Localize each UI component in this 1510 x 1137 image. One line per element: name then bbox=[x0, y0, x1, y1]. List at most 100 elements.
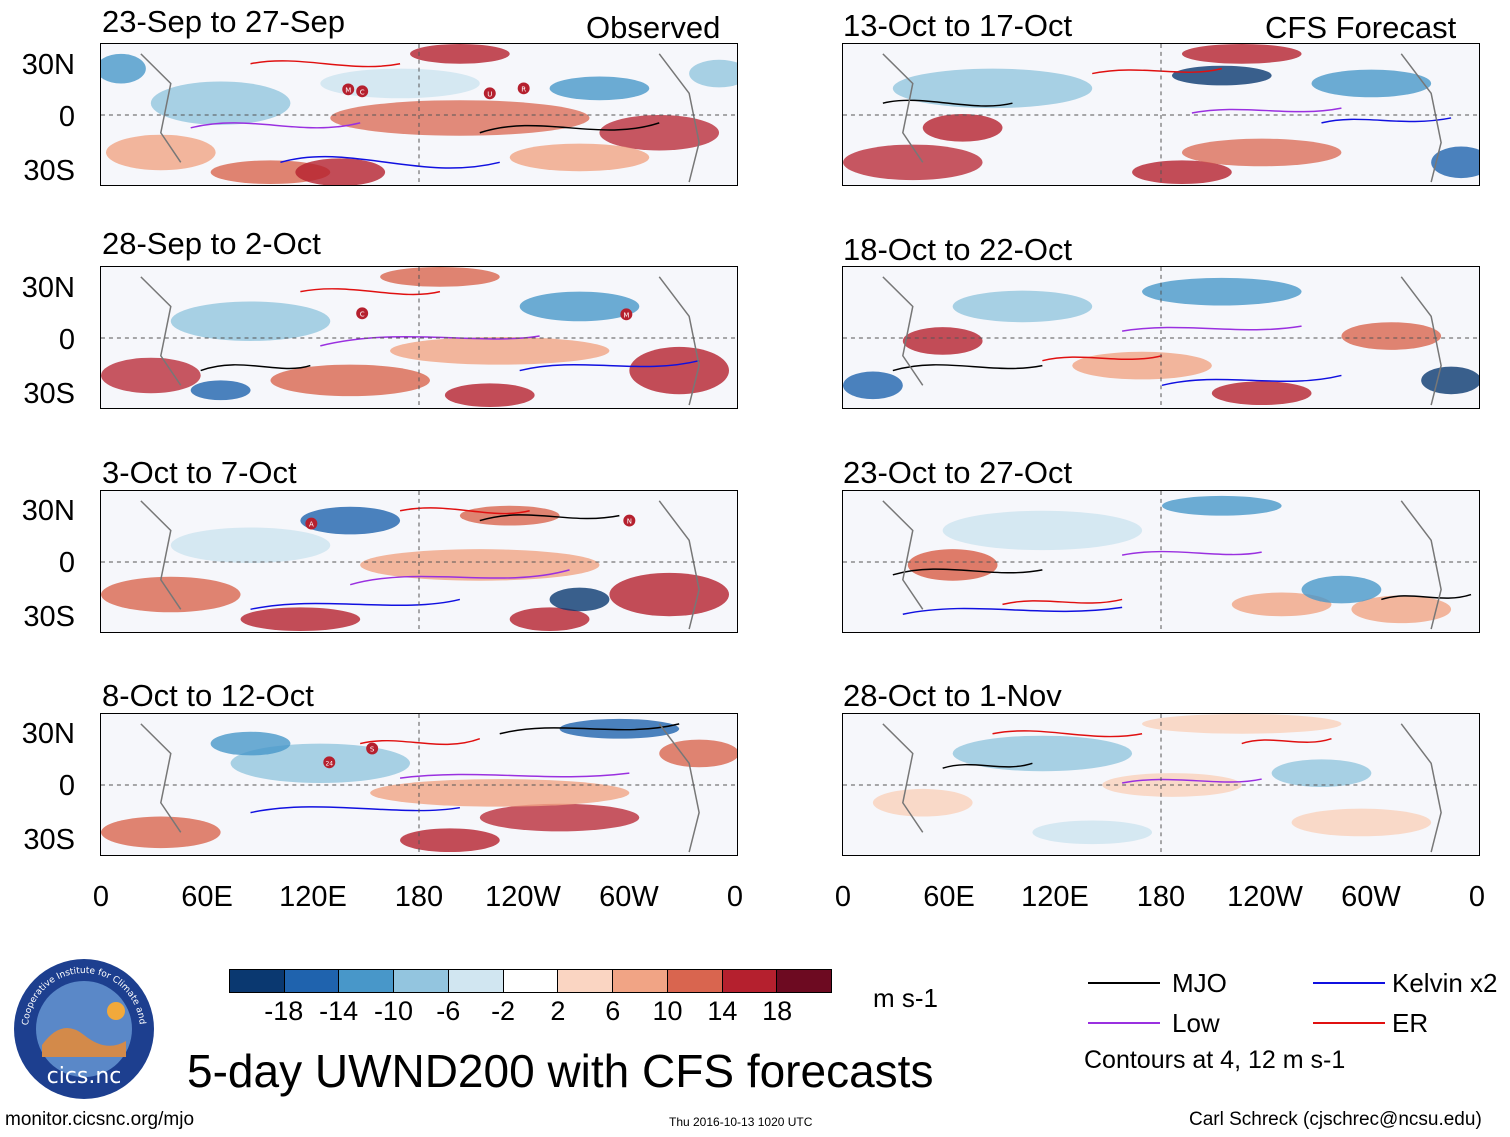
svg-text:S: S bbox=[370, 746, 375, 754]
map-panel-forecast-3 bbox=[842, 490, 1480, 633]
colorbar-swatch bbox=[612, 970, 667, 992]
legend-line-kelvin bbox=[1313, 982, 1385, 984]
legend-label-low: Low bbox=[1172, 1008, 1220, 1038]
map-panel-forecast-4 bbox=[842, 713, 1480, 856]
lon-label: 120W bbox=[1227, 881, 1303, 913]
svg-text:N: N bbox=[627, 518, 632, 526]
colorbar-swatch bbox=[283, 970, 339, 992]
lon-label: 60E bbox=[923, 881, 975, 913]
storm-marker: R bbox=[517, 82, 530, 95]
anomaly-map bbox=[843, 267, 1479, 408]
panel-title: 23-Sep to 27-Sep bbox=[102, 4, 346, 39]
colorbar-tick-label: 14 bbox=[707, 996, 738, 1026]
svg-text:M: M bbox=[623, 311, 629, 319]
svg-text:cics.nc: cics.nc bbox=[47, 1064, 122, 1089]
storm-marker: S bbox=[366, 742, 379, 755]
lon-label: 180 bbox=[1136, 881, 1186, 913]
colorbar-swatch bbox=[666, 970, 722, 992]
cics-logo: Cooperative Institute for Climate and Sa… bbox=[9, 950, 156, 1101]
colorbar-swatch bbox=[230, 970, 284, 992]
colorbar-swatch bbox=[338, 970, 394, 992]
lat-label-30s: 30S bbox=[23, 155, 75, 187]
colorbar-swatch bbox=[502, 970, 558, 992]
anomaly-map: A N bbox=[101, 491, 737, 632]
storm-marker: C bbox=[356, 307, 369, 320]
map-panel-forecast-2 bbox=[842, 266, 1480, 409]
main-title: 5-day UWND200 with CFS forecasts bbox=[187, 1045, 934, 1097]
lon-label: 60W bbox=[1341, 881, 1401, 913]
logo-emblem: Cooperative Institute for Climate and Sa… bbox=[9, 950, 154, 1099]
colorbar bbox=[229, 969, 832, 993]
storm-marker: M bbox=[620, 308, 633, 321]
panel-title: 18-Oct to 22-Oct bbox=[843, 232, 1073, 267]
legend-line-er bbox=[1313, 1022, 1385, 1024]
anomaly-map: M C U R bbox=[101, 44, 737, 185]
storm-marker: C bbox=[356, 85, 369, 98]
lon-label: 120E bbox=[1021, 881, 1089, 913]
observed-label: Observed bbox=[586, 10, 721, 45]
lon-label: 60W bbox=[599, 881, 659, 913]
lat-label-30n: 30N bbox=[21, 718, 75, 750]
storm-marker: A bbox=[305, 517, 318, 530]
svg-text:R: R bbox=[521, 85, 526, 93]
anomaly-map: 24 S bbox=[101, 714, 737, 855]
legend-label-mjo: MJO bbox=[1172, 968, 1227, 998]
lat-label-eq: 0 bbox=[58, 101, 75, 133]
footer-url: monitor.cicsnc.org/mjo bbox=[5, 1109, 195, 1130]
storm-marker: M bbox=[342, 83, 355, 96]
colorbar-tick-label: -10 bbox=[373, 996, 413, 1026]
lon-label: 0 bbox=[834, 881, 852, 913]
legend-line-mjo bbox=[1088, 982, 1160, 984]
svg-text:M: M bbox=[345, 86, 351, 94]
colorbar-tick-label: 18 bbox=[762, 996, 793, 1026]
svg-text:A: A bbox=[309, 521, 314, 529]
legend-line-low bbox=[1088, 1022, 1160, 1024]
panel-title: 13-Oct to 17-Oct bbox=[843, 8, 1073, 43]
lon-label: 0 bbox=[1468, 881, 1486, 913]
map-panel-observed-4: 24 S bbox=[100, 713, 738, 856]
storm-marker: 24 bbox=[323, 756, 336, 769]
anomaly-map bbox=[843, 44, 1479, 185]
lat-label-30n: 30N bbox=[21, 272, 75, 304]
colorbar-tick-label: -14 bbox=[319, 996, 359, 1026]
colorbar-swatch bbox=[447, 970, 503, 992]
colorbar-tick-label: -2 bbox=[491, 996, 516, 1026]
lon-label: 0 bbox=[92, 881, 110, 913]
colorbar-tick-label: 10 bbox=[652, 996, 683, 1026]
lon-label: 120W bbox=[485, 881, 561, 913]
svg-text:C: C bbox=[360, 88, 365, 96]
colorbar-swatch bbox=[557, 970, 613, 992]
panel-title: 28-Oct to 1-Nov bbox=[843, 678, 1062, 713]
colorbar-swatch bbox=[393, 970, 448, 992]
legend-label-kelvin: Kelvin x2 bbox=[1392, 968, 1498, 998]
contour-note: Contours at 4, 12 m s-1 bbox=[1084, 1046, 1346, 1074]
map-panel-observed-2: C M bbox=[100, 266, 738, 409]
svg-text:24: 24 bbox=[325, 760, 333, 767]
colorbar-tick-label: -18 bbox=[264, 996, 304, 1026]
anomaly-map: C M bbox=[101, 267, 737, 408]
panel-title: 23-Oct to 27-Oct bbox=[843, 455, 1073, 490]
svg-text:C: C bbox=[360, 310, 365, 318]
lon-label: 0 bbox=[726, 881, 744, 913]
lat-label-30s: 30S bbox=[23, 601, 75, 633]
colorbar-tick-label: -6 bbox=[436, 996, 461, 1026]
storm-marker: N bbox=[623, 514, 636, 527]
panel-title: 3-Oct to 7-Oct bbox=[102, 455, 297, 490]
lat-label-eq: 0 bbox=[58, 547, 75, 579]
map-panel-observed-1: M C U R bbox=[100, 43, 738, 186]
colorbar-tick-label: 6 bbox=[605, 996, 621, 1026]
lon-label: 120E bbox=[279, 881, 347, 913]
panel-title: 8-Oct to 12-Oct bbox=[102, 678, 314, 713]
lat-label-30n: 30N bbox=[21, 495, 75, 527]
panel-title: 28-Sep to 2-Oct bbox=[102, 226, 321, 261]
footer-timestamp: Thu 2016-10-13 1020 UTC bbox=[669, 1115, 813, 1129]
anomaly-map bbox=[843, 714, 1479, 855]
colorbar-tick-label: 2 bbox=[550, 996, 566, 1026]
anomaly-map bbox=[843, 491, 1479, 632]
storm-marker: U bbox=[483, 87, 496, 100]
lat-label-eq: 0 bbox=[58, 324, 75, 356]
lon-label: 180 bbox=[394, 881, 444, 913]
map-panel-observed-3: A N bbox=[100, 490, 738, 633]
svg-text:U: U bbox=[487, 90, 492, 98]
lat-label-30n: 30N bbox=[21, 49, 75, 81]
